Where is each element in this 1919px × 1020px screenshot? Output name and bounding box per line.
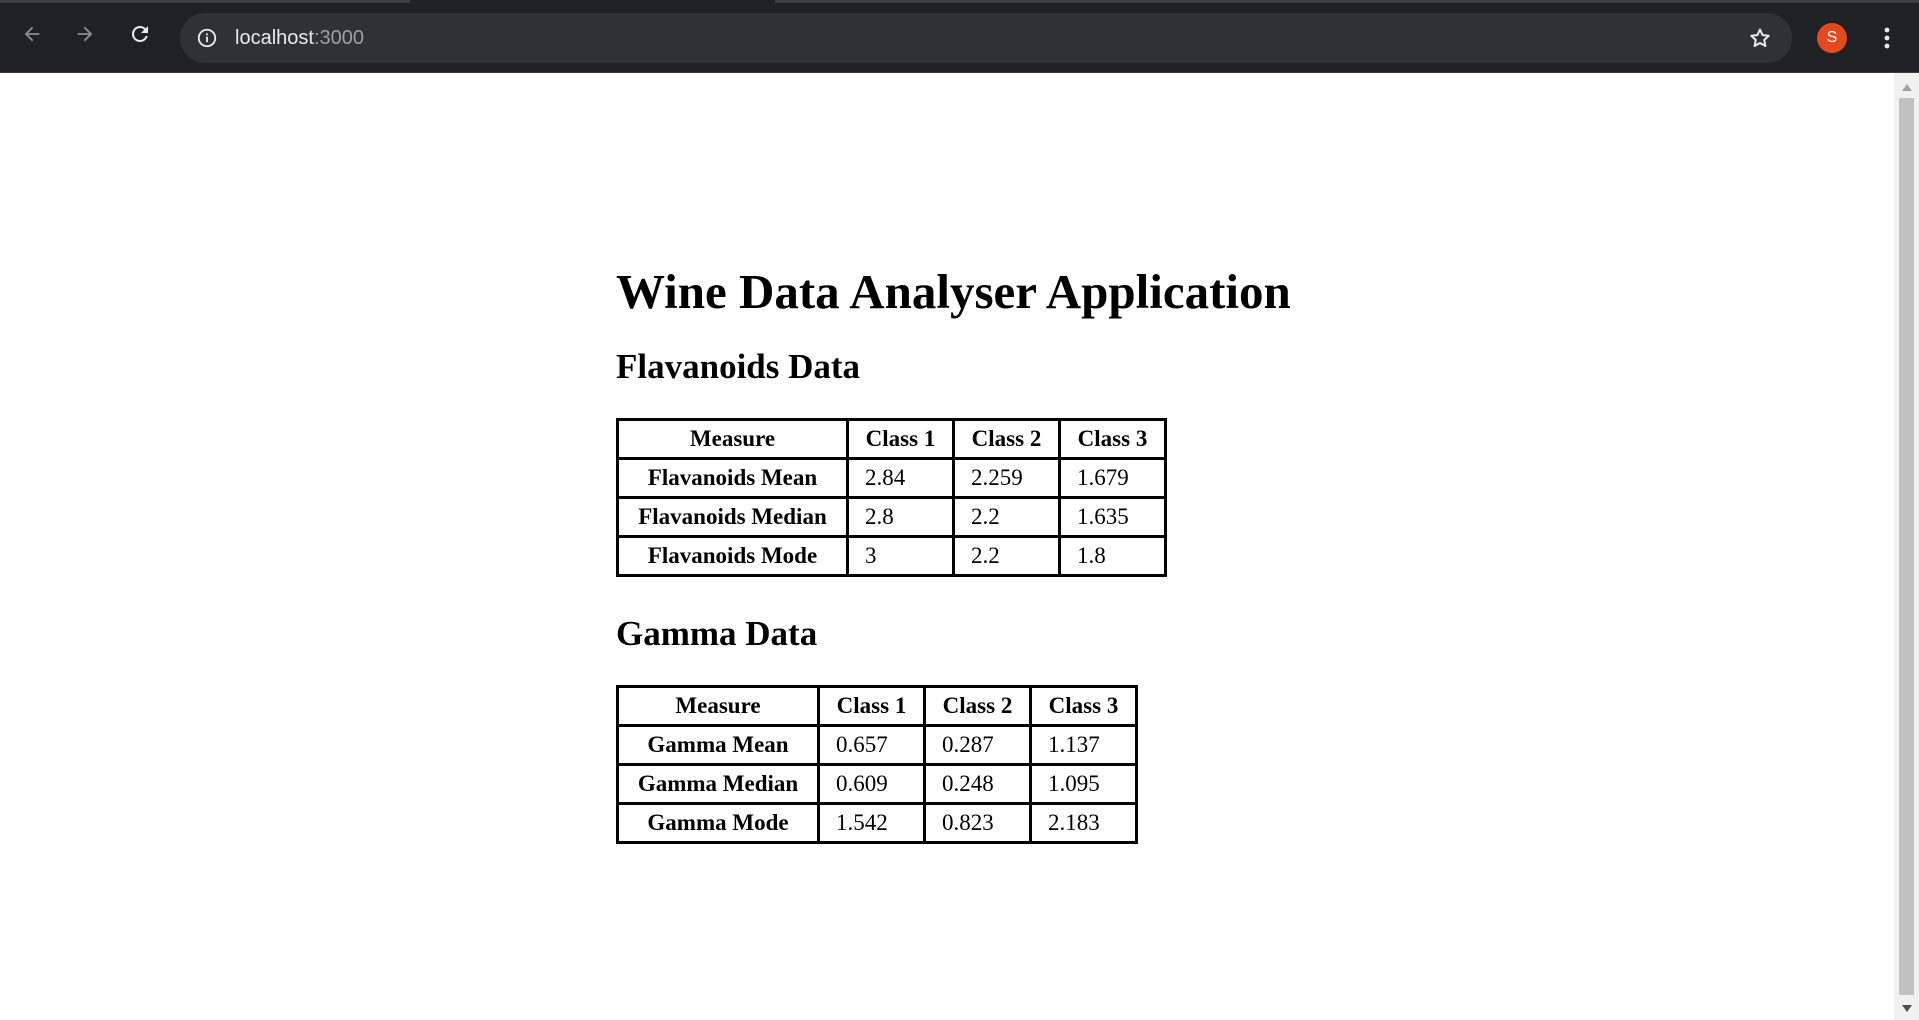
row-label: Gamma Mean (616, 724, 820, 766)
cell-value: 0.609 (817, 763, 926, 805)
more-vertical-icon (1884, 27, 1890, 49)
table-row: Flavanoids Mode 3 2.2 1.8 (616, 535, 1167, 577)
table-row: Gamma Mode 1.542 0.823 2.183 (616, 802, 1138, 844)
cell-value: 1.679 (1058, 457, 1167, 499)
row-label: Flavanoids Mode (616, 535, 849, 577)
flavanoids-heading: Flavanoids Data (616, 347, 861, 386)
flavanoids-table: Measure Class 1 Class 2 Class 3 Flavanoi… (616, 418, 1167, 577)
bookmark-button[interactable] (1745, 23, 1775, 53)
cell-value: 1.095 (1029, 763, 1138, 805)
row-label: Flavanoids Median (616, 496, 849, 538)
url-text[interactable]: localhost:3000 (235, 25, 364, 51)
cell-value: 2.183 (1029, 802, 1138, 844)
table-header-row: Measure Class 1 Class 2 Class 3 (616, 685, 1138, 727)
forward-arrow-icon (77, 26, 93, 42)
cell-value: 3 (846, 535, 955, 577)
page-title: Wine Data Analyser Application (616, 264, 1291, 319)
cell-value: 1.8 (1058, 535, 1167, 577)
tab-strip-edge (0, 0, 410, 3)
address-bar[interactable]: localhost:3000 (180, 13, 1792, 63)
cell-value: 2.8 (846, 496, 955, 538)
scroll-up-button[interactable] (1894, 77, 1919, 97)
table-row: Gamma Mean 0.657 0.287 1.137 (616, 724, 1138, 766)
gamma-heading: Gamma Data (616, 614, 818, 653)
gamma-table: Measure Class 1 Class 2 Class 3 Gamma Me… (616, 685, 1138, 844)
reload-button[interactable] (123, 17, 157, 51)
row-label: Gamma Mode (616, 802, 820, 844)
column-header-class-1: Class 1 (817, 685, 926, 727)
back-arrow-icon (24, 26, 40, 42)
tab-strip-edge (775, 0, 1919, 3)
cell-value: 1.635 (1058, 496, 1167, 538)
cell-value: 0.657 (817, 724, 926, 766)
table-row: Flavanoids Median 2.8 2.2 1.635 (616, 496, 1167, 538)
cell-value: 0.287 (923, 724, 1032, 766)
row-label: Flavanoids Mean (616, 457, 849, 499)
triangle-down-icon (1901, 1004, 1912, 1012)
reload-icon (131, 25, 148, 42)
scroll-down-button[interactable] (1894, 998, 1919, 1018)
browser-toolbar: localhost:3000 S (0, 0, 1919, 73)
column-header-measure: Measure (616, 418, 849, 460)
page-content: Wine Data Analyser Application Flavanoid… (616, 258, 1291, 844)
row-label: Gamma Median (616, 763, 820, 805)
site-info-button[interactable] (192, 23, 222, 53)
column-header-class-3: Class 3 (1029, 685, 1138, 727)
table-header-row: Measure Class 1 Class 2 Class 3 (616, 418, 1167, 460)
cell-value: 1.137 (1029, 724, 1138, 766)
column-header-measure: Measure (616, 685, 820, 727)
table-row: Flavanoids Mean 2.84 2.259 1.679 (616, 457, 1167, 499)
back-button[interactable] (15, 17, 49, 51)
cell-value: 2.259 (952, 457, 1061, 499)
column-header-class-2: Class 2 (952, 418, 1061, 460)
cell-value: 1.542 (817, 802, 926, 844)
url-port: :3000 (313, 27, 364, 49)
triangle-up-icon (1901, 83, 1912, 91)
column-header-class-3: Class 3 (1058, 418, 1167, 460)
cell-value: 0.823 (923, 802, 1032, 844)
column-header-class-2: Class 2 (923, 685, 1032, 727)
url-host: localhost (235, 27, 314, 49)
info-icon (197, 28, 217, 48)
profile-avatar[interactable]: S (1817, 23, 1847, 53)
browser-menu-button[interactable] (1872, 21, 1902, 55)
forward-button[interactable] (68, 17, 102, 51)
cell-value: 2.2 (952, 496, 1061, 538)
table-row: Gamma Median 0.609 0.248 1.095 (616, 763, 1138, 805)
column-header-class-1: Class 1 (846, 418, 955, 460)
cell-value: 2.2 (952, 535, 1061, 577)
cell-value: 0.248 (923, 763, 1032, 805)
cell-value: 2.84 (846, 457, 955, 499)
star-icon (1750, 28, 1770, 47)
vertical-scrollbar[interactable] (1894, 73, 1919, 1020)
scrollbar-thumb[interactable] (1899, 98, 1914, 995)
